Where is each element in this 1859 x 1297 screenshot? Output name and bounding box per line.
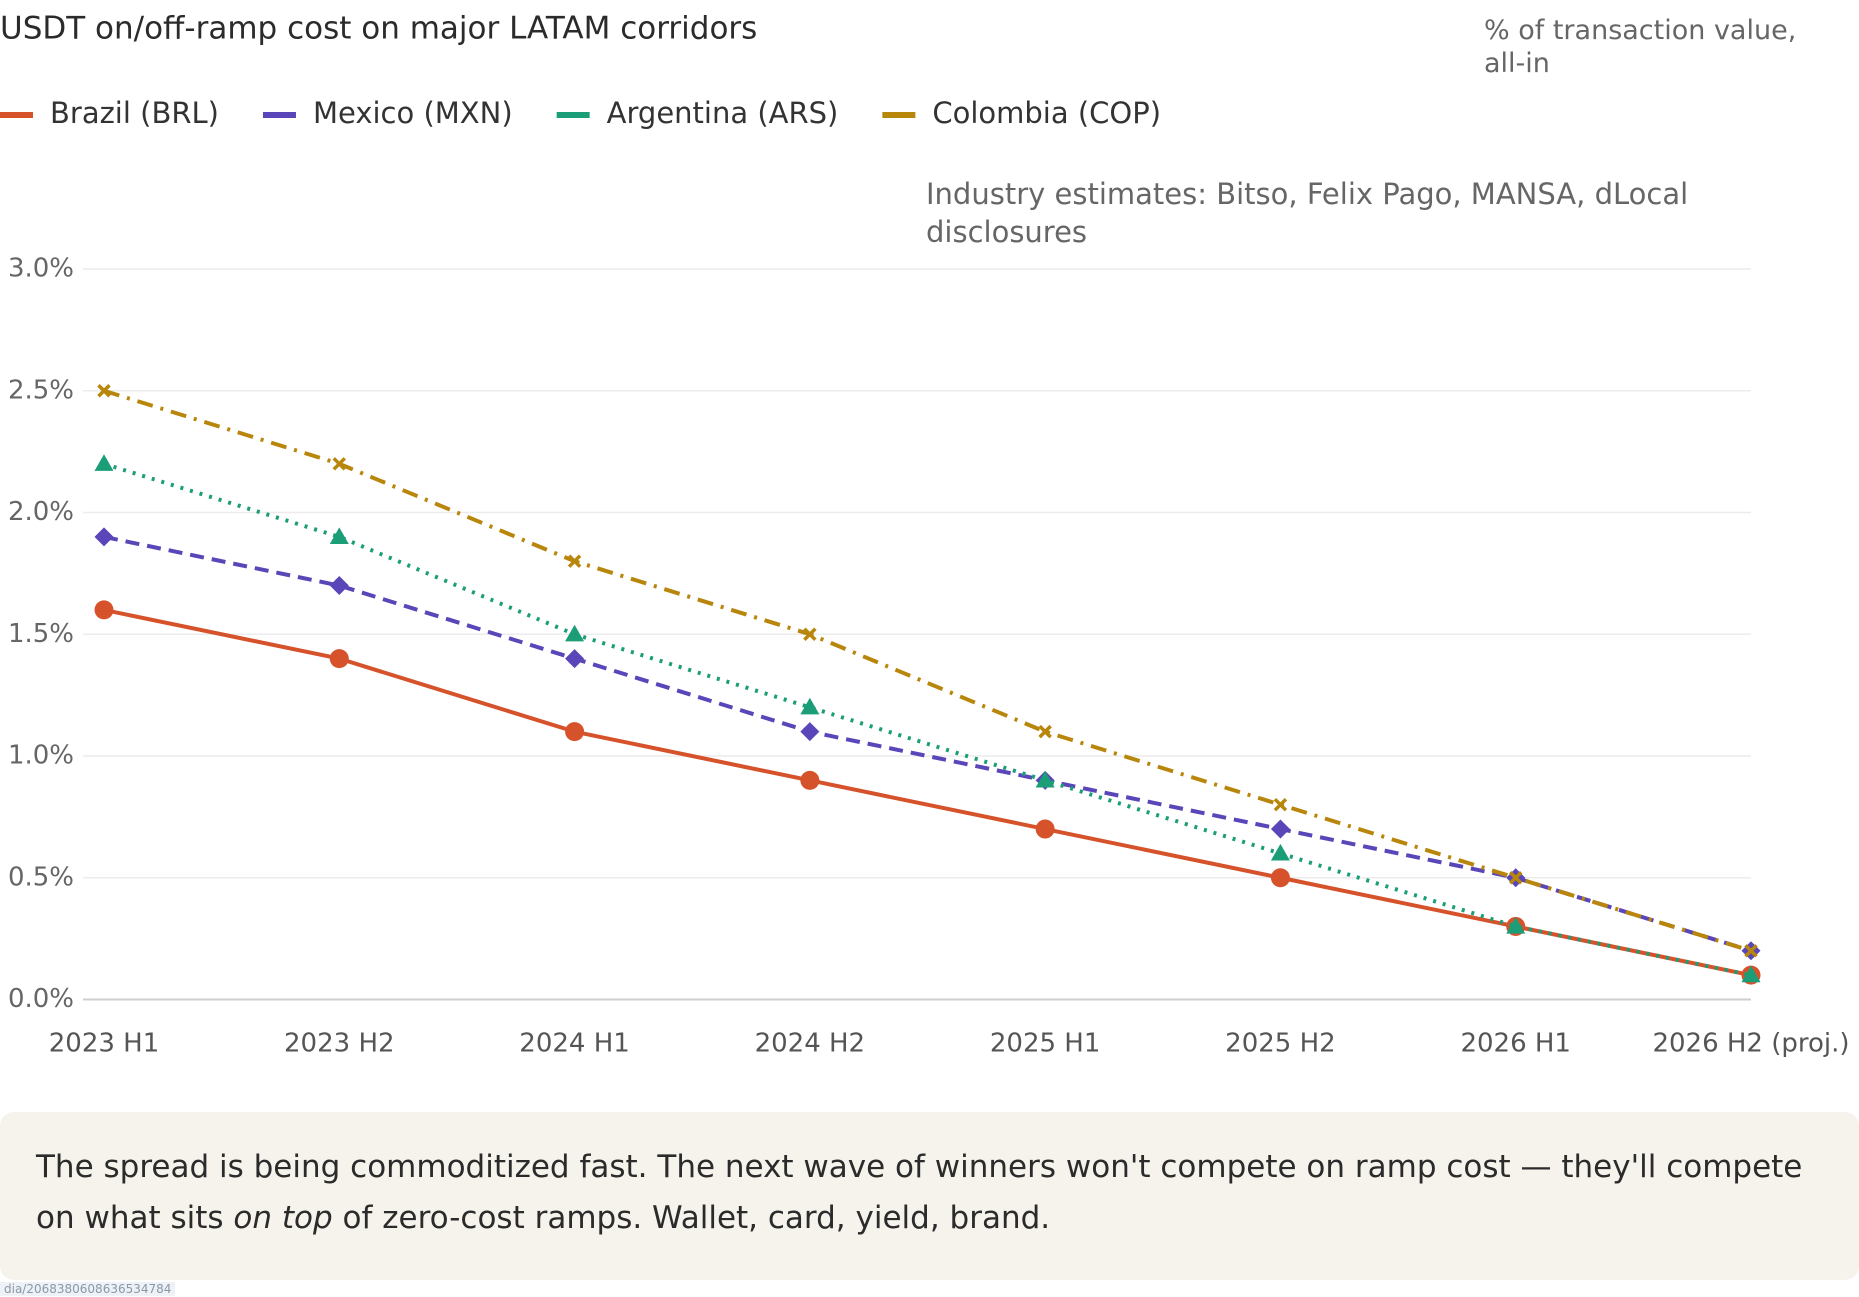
y-tick-label: 0.5% [8, 862, 74, 892]
marker [800, 770, 820, 790]
marker [565, 624, 585, 642]
caption: The spread is being commoditized fast. T… [0, 1112, 1859, 1280]
marker [94, 454, 114, 471]
legend-label: Brazil (BRL) [50, 96, 219, 130]
y-tick-label: 1.5% [8, 619, 74, 649]
marker [1270, 868, 1290, 888]
x-tick-label: 2023 H1 [49, 1029, 160, 1059]
marker [329, 527, 349, 544]
chart-title: USDT on/off-ramp cost on major LATAM cor… [0, 11, 757, 47]
marker [1035, 770, 1055, 788]
marker [97, 384, 111, 398]
subtitle: % of transaction value, all-in [1484, 15, 1797, 79]
caption-text: of zero-cost ramps. Wallet, card, yield,… [332, 1200, 1051, 1236]
marker [94, 600, 114, 620]
caption-emphasis: on top [233, 1200, 333, 1236]
marker [1744, 944, 1758, 958]
legend-label: Mexico (MXN) [313, 96, 513, 130]
x-tick-label: 2026 H1 [1460, 1029, 1571, 1059]
chart: USDT on/off-ramp cost on major LATAM cor… [0, 11, 1850, 1059]
marker [332, 457, 347, 471]
marker [1035, 819, 1055, 839]
marker [94, 527, 114, 547]
y-tick-label: 2.5% [8, 375, 74, 405]
y-tick-label: 1.0% [8, 741, 74, 771]
marker [565, 649, 585, 669]
marker [1270, 819, 1290, 839]
marker [800, 697, 820, 715]
marker [1741, 965, 1761, 983]
marker [565, 722, 585, 742]
marker [1506, 916, 1526, 934]
caption-text: The spread is being commoditized fast. T… [36, 1149, 1803, 1236]
marker [329, 576, 349, 596]
series-line [103, 607, 1752, 978]
marker [1508, 871, 1523, 885]
status-url: dia/2068380608636534784 [0, 1282, 176, 1296]
y-tick-label: 2.0% [8, 497, 74, 527]
x-tick-label: 2026 H2 (proj.) [1652, 1029, 1849, 1059]
y-tick-label: 3.0% [8, 254, 74, 284]
marker [1273, 797, 1288, 812]
marker [1270, 843, 1290, 861]
legend-label: Argentina (ARS) [607, 96, 839, 130]
x-tick-label: 2024 H1 [519, 1029, 630, 1059]
marker [803, 627, 817, 641]
y-tick-label: 0.0% [8, 984, 74, 1014]
x-tick-label: 2025 H2 [1225, 1029, 1336, 1059]
marker [567, 554, 582, 568]
series-line [103, 388, 1752, 953]
x-tick-label: 2025 H1 [990, 1029, 1101, 1059]
legend-label: Colombia (COP) [932, 96, 1161, 130]
x-tick-label: 2024 H2 [755, 1029, 866, 1059]
marker [1038, 724, 1052, 739]
series-line [103, 461, 1752, 978]
x-tick-label: 2023 H2 [284, 1029, 395, 1059]
series-line [103, 534, 1752, 953]
marker [329, 649, 349, 669]
annotation: Industry estimates: Bitso, Felix Pago, M… [926, 177, 1689, 249]
marker [800, 722, 820, 742]
